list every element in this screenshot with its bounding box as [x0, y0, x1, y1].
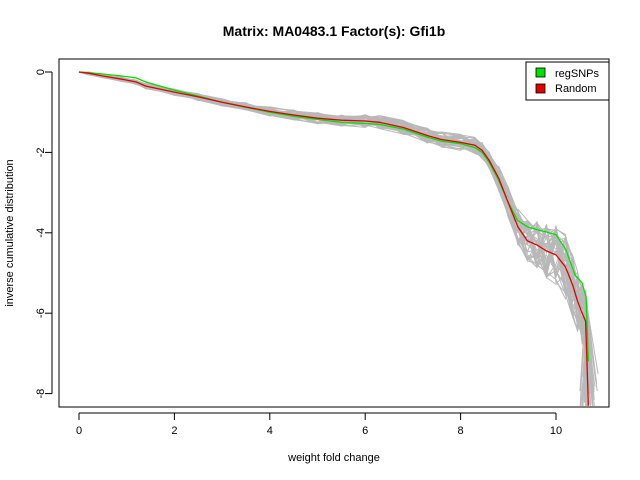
x-tick-label: 4 — [267, 425, 273, 437]
legend-swatch-regsnps — [535, 67, 546, 78]
y-tick-label: -2 — [35, 148, 47, 158]
series-line-random — [78, 71, 590, 406]
x-tick-label: 2 — [171, 425, 177, 437]
legend-label-random: Random — [555, 83, 597, 95]
chart-title: Matrix: MA0483.1 Factor(s): Gfi1b — [223, 23, 446, 39]
series-line-regsnps — [78, 71, 590, 362]
y-axis: 0 -2 -4 -6 -8 — [35, 69, 53, 399]
series-group — [78, 71, 590, 406]
x-tick-label: 6 — [362, 425, 368, 437]
y-tick-label: -6 — [35, 308, 47, 318]
y-tick-label: -8 — [35, 389, 47, 399]
plot-frame — [58, 58, 610, 408]
x-axis-label: weight fold change — [287, 452, 380, 464]
x-tick-label: 10 — [550, 425, 562, 437]
legend-label-regsnps: regSNPs — [555, 68, 600, 80]
y-tick-label: 0 — [35, 69, 47, 75]
x-tick-label: 0 — [76, 425, 82, 437]
legend-swatch-random — [535, 83, 546, 94]
random-sample-line — [78, 71, 593, 395]
x-axis: 0 2 4 6 8 10 — [76, 412, 562, 437]
random-sample-line — [78, 71, 588, 407]
y-tick-label: -4 — [35, 228, 47, 238]
legend: regSNPs Random — [525, 61, 610, 101]
y-axis-label: inverse cumulative distribution — [4, 159, 16, 306]
x-tick-label: 8 — [458, 425, 464, 437]
